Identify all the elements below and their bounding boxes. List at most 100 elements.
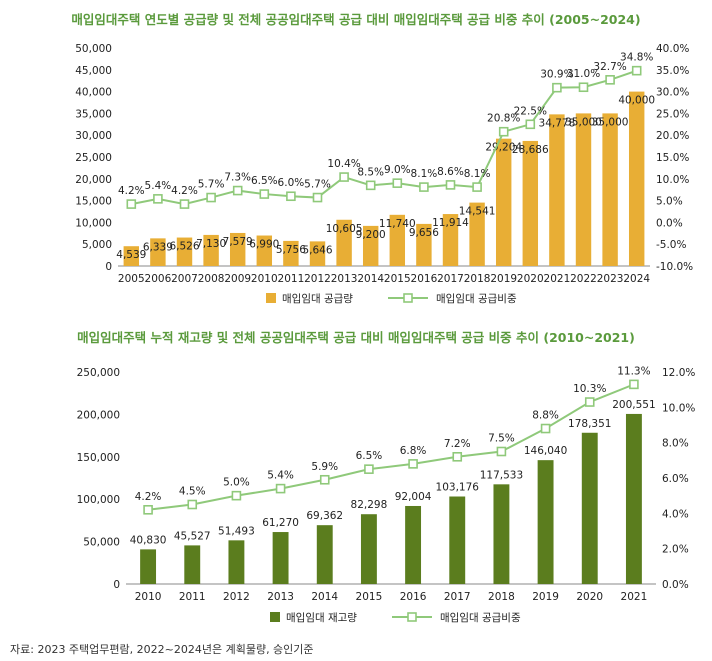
y-left-tick-label: 25,000	[75, 152, 112, 164]
line-value-label: 5.9%	[311, 461, 338, 473]
bar-value-label: 6,526	[169, 241, 199, 253]
bar-value-label: 51,493	[218, 525, 255, 537]
line-value-label: 20.8%	[487, 113, 520, 125]
y-right-tick-label: 15.0%	[656, 152, 689, 164]
line-point-marker	[365, 180, 376, 191]
bar-value-label: 14,541	[459, 206, 496, 218]
line-point-marker	[496, 446, 507, 457]
legend-line-marker	[403, 293, 413, 303]
y-left-tick-label: 35,000	[75, 108, 112, 120]
line-point-marker	[143, 504, 153, 515]
line-value-label: 8.8%	[532, 410, 559, 422]
bar	[123, 246, 140, 266]
bar	[493, 484, 510, 584]
y-right-tick-label: 8.0%	[662, 438, 689, 450]
line-point-marker	[540, 423, 551, 434]
line-value-label: 22.5%	[514, 105, 547, 117]
bar	[256, 235, 273, 266]
bar	[140, 549, 157, 584]
x-tick-label: 2009	[224, 273, 251, 285]
y-left-tick-label: 5,000	[82, 239, 112, 251]
line-value-label: 4.2%	[118, 185, 145, 197]
line-point-marker	[472, 182, 482, 192]
y-left-tick-label: 50,000	[75, 43, 112, 55]
line-point-marker	[153, 194, 163, 204]
line-value-label: 5.7%	[198, 179, 225, 191]
line-point-marker	[179, 199, 190, 209]
line-value-label: 4.5%	[179, 486, 206, 498]
bar	[442, 214, 459, 266]
y-right-tick-label: 0.0%	[656, 217, 683, 229]
bar-value-label: 4,539	[116, 249, 146, 261]
bar	[389, 214, 406, 266]
line-value-label: 32.7%	[593, 61, 626, 73]
y-right-tick-label: 5.0%	[656, 196, 683, 208]
line-value-label: 5.7%	[304, 179, 331, 191]
x-tick-label: 2005	[118, 273, 145, 285]
bar	[362, 225, 379, 266]
line-value-label: 4.2%	[171, 185, 198, 197]
chart2-title: 매입임대주택 누적 재고량 및 전체 공공임대주택 공급 대비 매입임대주택 공…	[77, 330, 635, 345]
line-point-marker	[578, 82, 589, 93]
line-point-marker	[319, 474, 330, 485]
x-tick-label: 2010	[135, 591, 162, 603]
bar	[549, 114, 565, 266]
line-point-marker	[552, 82, 562, 93]
bar-value-label: 9,656	[409, 227, 439, 239]
line-value-label: 4.2%	[135, 491, 162, 503]
bar-value-label: 200,551	[612, 399, 655, 411]
bar	[628, 91, 645, 266]
bar-value-label: 82,298	[351, 499, 388, 511]
bar	[575, 113, 592, 267]
y-right-tick-label: 25.0%	[656, 108, 689, 120]
bar	[416, 223, 432, 266]
x-tick-label: 2019	[490, 273, 517, 285]
line-value-label: 8.1%	[411, 168, 438, 180]
line-value-label: 31.0%	[567, 68, 600, 80]
bar-value-label: 103,176	[436, 482, 480, 494]
line-value-label: 6.5%	[356, 450, 383, 462]
y-right-tick-label: 40.0%	[656, 43, 689, 55]
y-left-tick-label: 150,000	[77, 452, 120, 464]
bar	[449, 496, 466, 584]
bar	[495, 138, 512, 266]
legend-bar-label: 매입임대 재고량	[286, 611, 357, 624]
line-value-label: 7.5%	[488, 433, 515, 445]
legend-line-label: 매입임대 공급비중	[436, 292, 517, 305]
line-point-marker	[584, 397, 595, 407]
x-tick-label: 2020	[517, 273, 544, 285]
bar-value-label: 35,000	[565, 116, 602, 128]
x-tick-label: 2017	[437, 273, 464, 285]
y-left-tick-label: 100,000	[77, 494, 120, 506]
x-tick-label: 2007	[171, 273, 198, 285]
bar	[228, 540, 245, 584]
bar-value-label: 92,004	[395, 491, 432, 503]
bar	[229, 232, 246, 266]
y-left-tick-label: 45,000	[75, 65, 112, 77]
line-point-marker	[605, 75, 615, 85]
bar	[360, 514, 377, 584]
x-tick-label: 2013	[267, 591, 294, 603]
x-tick-label: 2015	[356, 591, 383, 603]
line-value-label: 6.5%	[251, 175, 278, 187]
y-left-tick-label: 0	[113, 579, 120, 591]
bar-value-label: 7,130	[196, 238, 226, 250]
legend-bar-swatch	[270, 612, 280, 622]
bar	[203, 234, 219, 266]
bar-value-label: 7,579	[223, 236, 253, 248]
bar-value-label: 178,351	[568, 418, 611, 430]
bar-value-label: 28,686	[512, 144, 549, 156]
bar	[537, 460, 554, 584]
line-value-label: 5.4%	[145, 180, 172, 192]
line-point-marker	[498, 126, 509, 137]
line-point-marker	[419, 182, 429, 192]
bar-value-label: 11,740	[379, 218, 416, 230]
line-point-marker	[392, 178, 403, 188]
bar	[184, 545, 201, 584]
line-value-label: 9.0%	[384, 164, 411, 176]
y-left-tick-label: 50,000	[83, 537, 120, 549]
y-right-tick-label: 6.0%	[662, 473, 689, 485]
y-left-tick-label: 250,000	[77, 367, 120, 379]
y-right-tick-label: 4.0%	[662, 508, 689, 520]
bar	[150, 238, 166, 266]
